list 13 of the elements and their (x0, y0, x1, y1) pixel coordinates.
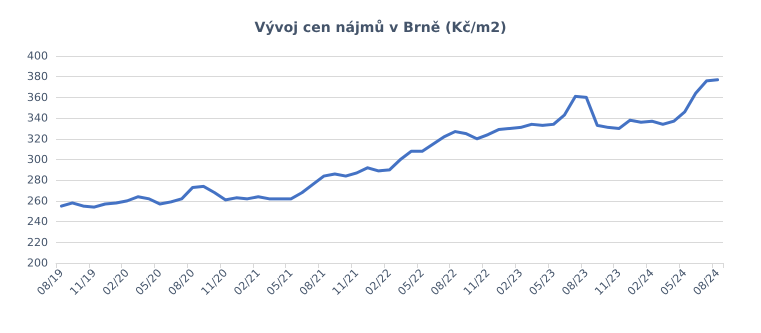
y-tick-label: 280 (27, 174, 48, 187)
y-tick-label: 360 (27, 90, 48, 104)
y-tick-label: 380 (27, 70, 48, 84)
y-tick-label: 340 (27, 112, 48, 125)
y-tick-label: 320 (27, 132, 48, 146)
y-tick-label: 200 (27, 256, 48, 270)
y-tick-label: 400 (27, 50, 48, 62)
y-tick-label: 260 (27, 194, 48, 208)
y-tick-label: 300 (27, 153, 48, 166)
y-tick-label: 240 (27, 215, 48, 228)
y-tick-label: 220 (27, 236, 48, 249)
line-series (60, 78, 720, 209)
chart-title: Vývoj cen nájmů v Brně (Kč/m2) (254, 19, 506, 36)
